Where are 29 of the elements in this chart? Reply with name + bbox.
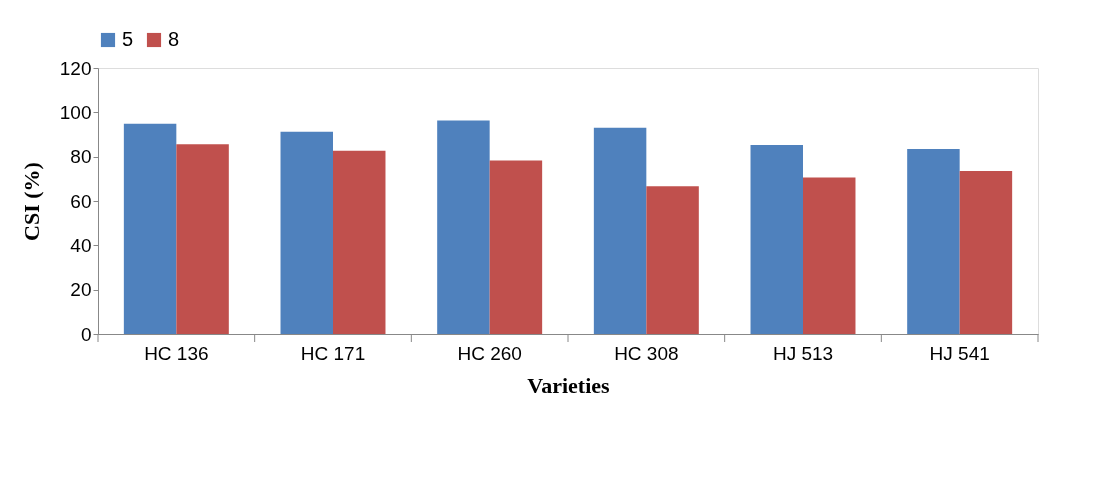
x-tick-label: HC 260 (457, 342, 522, 364)
bar (959, 171, 1013, 334)
bar (907, 148, 960, 334)
bar (123, 123, 177, 334)
y-tick-label: 80 (70, 146, 92, 168)
x-tick-label: HJ 541 (929, 342, 990, 364)
x-tick-label: HC 171 (300, 342, 366, 364)
y-tick-label: 40 (70, 234, 92, 256)
x-tick-label: HC 308 (614, 342, 679, 364)
y-axis-title: CSI (%) (18, 162, 44, 241)
bar (437, 120, 490, 334)
y-tick-label: 20 (70, 279, 92, 301)
legend-label: 5 (122, 28, 134, 50)
y-tick-label: 100 (59, 101, 92, 123)
legend-label: 8 (168, 28, 180, 50)
y-tick-label: 60 (70, 190, 92, 212)
y-tick-label: 0 (80, 323, 92, 345)
bar (280, 131, 333, 334)
bar (750, 144, 803, 334)
bar (593, 127, 647, 334)
x-axis-title: Varieties (527, 372, 611, 398)
bar (333, 150, 386, 334)
bar (489, 160, 543, 334)
bar (176, 144, 229, 334)
x-tick-label: HC 136 (144, 342, 209, 364)
x-tick-label: HJ 513 (772, 342, 834, 364)
bar (646, 186, 699, 334)
bar (803, 177, 856, 334)
y-tick-label: 120 (59, 57, 92, 79)
